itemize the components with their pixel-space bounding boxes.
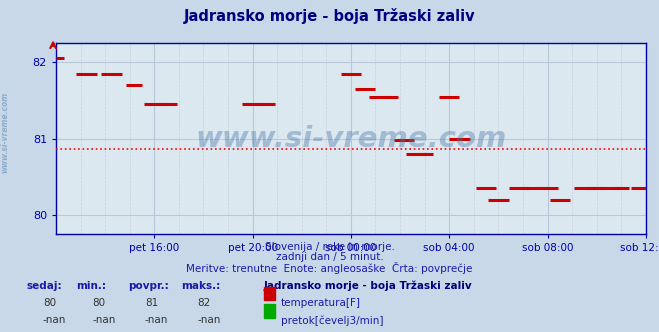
Text: zadnji dan / 5 minut.: zadnji dan / 5 minut. xyxy=(275,252,384,262)
Text: min.:: min.: xyxy=(76,281,106,290)
Text: maks.:: maks.: xyxy=(181,281,221,290)
Text: sedaj:: sedaj: xyxy=(26,281,62,290)
Text: -nan: -nan xyxy=(145,315,168,325)
Text: povpr.:: povpr.: xyxy=(129,281,169,290)
Text: 80: 80 xyxy=(92,298,105,308)
Text: 80: 80 xyxy=(43,298,56,308)
Text: pretok[čevelj3/min]: pretok[čevelj3/min] xyxy=(281,315,384,326)
Text: Meritve: trenutne  Enote: angleosaške  Črta: povprečje: Meritve: trenutne Enote: angleosaške Črt… xyxy=(186,262,473,274)
Text: -nan: -nan xyxy=(198,315,221,325)
Text: Jadransko morje - boja Tržaski zaliv: Jadransko morje - boja Tržaski zaliv xyxy=(264,281,473,291)
Text: -nan: -nan xyxy=(43,315,66,325)
Text: Slovenija / reke in morje.: Slovenija / reke in morje. xyxy=(264,242,395,252)
Text: www.si-vreme.com: www.si-vreme.com xyxy=(1,92,10,173)
Text: -nan: -nan xyxy=(92,315,115,325)
Text: Jadransko morje - boja Tržaski zaliv: Jadransko morje - boja Tržaski zaliv xyxy=(184,8,475,24)
Text: 82: 82 xyxy=(198,298,211,308)
Text: temperatura[F]: temperatura[F] xyxy=(281,298,360,308)
Text: 81: 81 xyxy=(145,298,158,308)
Text: www.si-vreme.com: www.si-vreme.com xyxy=(195,124,507,153)
